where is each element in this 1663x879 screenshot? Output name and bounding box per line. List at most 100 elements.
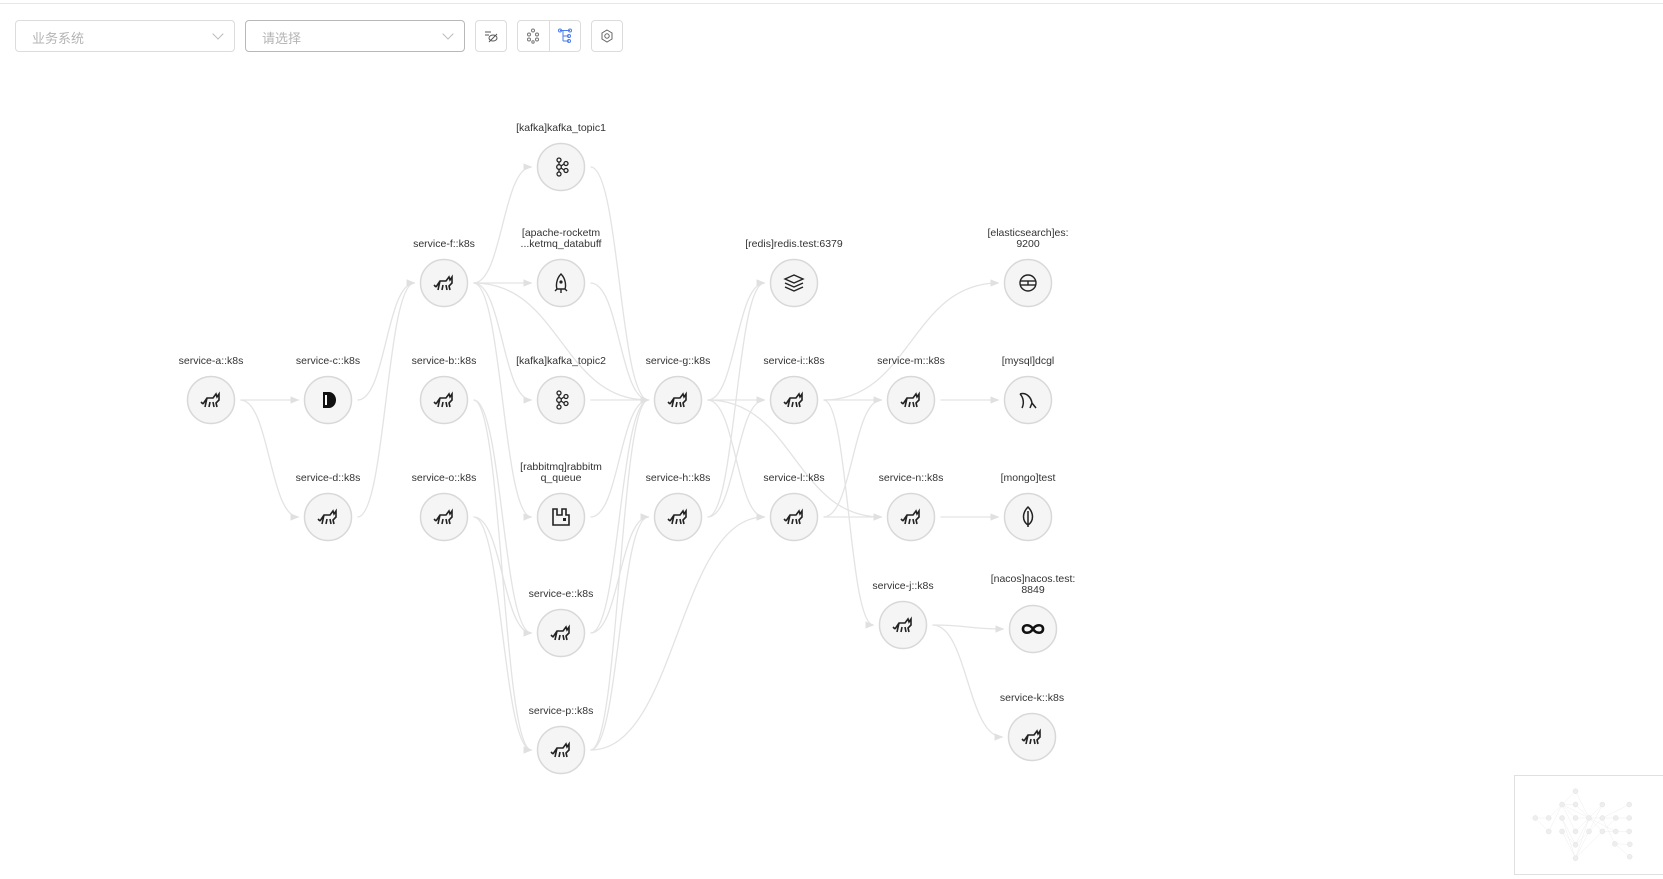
minimap-edge xyxy=(1602,818,1615,831)
node-circle[interactable] xyxy=(421,494,468,541)
minimap[interactable] xyxy=(1514,775,1663,875)
node-rabbitmq[interactable]: [rabbitmq]rabbitmq_queue xyxy=(520,461,602,541)
node-label: service-g::k8s xyxy=(646,355,711,367)
minimap-edge xyxy=(1549,805,1562,818)
minimap-node xyxy=(1573,789,1578,794)
node-es[interactable]: [elasticsearch]es:9200 xyxy=(987,227,1068,307)
node-circle[interactable] xyxy=(771,377,818,424)
node-circle[interactable] xyxy=(305,494,352,541)
minimap-node xyxy=(1546,816,1551,821)
node-i[interactable]: service-i::k8s xyxy=(763,355,824,424)
node-label: service-e::k8s xyxy=(529,588,594,600)
node-circle[interactable] xyxy=(188,377,235,424)
node-n[interactable]: service-n::k8s xyxy=(879,472,944,541)
minimap-node xyxy=(1627,829,1632,834)
minimap-node xyxy=(1613,816,1618,821)
minimap-node xyxy=(1613,829,1618,834)
node-circle[interactable] xyxy=(655,494,702,541)
minimap-node xyxy=(1586,816,1591,821)
node-label: [kafka]kafka_topic2 xyxy=(516,355,606,367)
edge-d-f xyxy=(358,283,415,517)
node-rocketmq[interactable]: [apache-rocketm...ketmq_databuff xyxy=(521,227,602,307)
edge-p-l xyxy=(591,517,765,750)
edge-f-kafka2 xyxy=(474,283,532,400)
node-kafka2[interactable]: [kafka]kafka_topic2 xyxy=(516,355,606,424)
minimap-edge xyxy=(1576,805,1589,818)
node-circle[interactable] xyxy=(771,494,818,541)
minimap-edge xyxy=(1576,831,1589,844)
node-label: service-k::k8s xyxy=(1000,692,1064,704)
edge-o-p xyxy=(474,517,532,750)
node-label: ...ketmq_databuff xyxy=(521,238,602,250)
minimap-edge xyxy=(1576,831,1603,858)
minimap-node xyxy=(1600,802,1605,807)
node-l[interactable]: service-l::k8s xyxy=(763,472,824,541)
node-label: service-d::k8s xyxy=(296,472,361,484)
node-c[interactable]: service-c::k8s xyxy=(296,355,360,424)
node-circle[interactable] xyxy=(888,377,935,424)
node-circle[interactable] xyxy=(655,377,702,424)
minimap-node xyxy=(1586,829,1591,834)
edge-a-d xyxy=(241,400,299,517)
node-d[interactable]: service-d::k8s xyxy=(296,472,361,541)
node-label: [kafka]kafka_topic1 xyxy=(516,122,606,134)
minimap-node xyxy=(1627,842,1632,847)
node-k[interactable]: service-k::k8s xyxy=(1000,692,1064,761)
node-circle[interactable] xyxy=(421,377,468,424)
node-label: 9200 xyxy=(1016,238,1040,250)
minimap-node xyxy=(1573,816,1578,821)
edge-rocketmq-g xyxy=(591,283,649,400)
node-label: service-b::k8s xyxy=(412,355,477,367)
node-h[interactable]: service-h::k8s xyxy=(646,472,711,541)
node-o[interactable]: service-o::k8s xyxy=(412,472,477,541)
node-circle[interactable] xyxy=(880,602,927,649)
node-label: 8849 xyxy=(1021,584,1045,596)
edge-o-e xyxy=(474,517,532,633)
node-label: [mongo]test xyxy=(1001,472,1056,484)
node-circle[interactable] xyxy=(1005,377,1052,424)
node-circle[interactable] xyxy=(538,610,585,657)
minimap-node xyxy=(1600,829,1605,834)
node-label: [redis]redis.test:6379 xyxy=(745,238,843,250)
edge-j-k xyxy=(933,625,1003,737)
node-circle[interactable] xyxy=(538,494,585,541)
node-j[interactable]: service-j::k8s xyxy=(872,580,933,649)
minimap-node xyxy=(1560,802,1565,807)
node-f[interactable]: service-f::k8s xyxy=(413,238,475,307)
minimap-node xyxy=(1573,842,1578,847)
node-mongo[interactable]: [mongo]test xyxy=(1001,472,1056,541)
minimap-edge xyxy=(1615,844,1630,857)
node-kafka1[interactable]: [kafka]kafka_topic1 xyxy=(516,122,606,191)
node-label: service-l::k8s xyxy=(763,472,824,484)
minimap-node xyxy=(1627,854,1632,859)
node-circle[interactable] xyxy=(888,494,935,541)
node-nacos[interactable]: [nacos]nacos.test:8849 xyxy=(991,573,1076,653)
node-label: service-j::k8s xyxy=(872,580,933,592)
edge-e-h xyxy=(591,517,649,633)
node-label: service-o::k8s xyxy=(412,472,477,484)
node-m[interactable]: service-m::k8s xyxy=(877,355,945,424)
minimap-node xyxy=(1600,816,1605,821)
node-circle[interactable] xyxy=(421,260,468,307)
node-e[interactable]: service-e::k8s xyxy=(529,588,594,657)
node-g[interactable]: service-g::k8s xyxy=(646,355,711,424)
edge-g-redis xyxy=(708,283,765,400)
node-label: service-n::k8s xyxy=(879,472,944,484)
minimap-node xyxy=(1533,816,1538,821)
node-mysql[interactable]: [mysql]dcgl xyxy=(1002,355,1055,424)
edge-b-e xyxy=(474,400,532,633)
edge-p-h xyxy=(591,517,649,750)
minimap-node xyxy=(1573,856,1578,861)
node-b[interactable]: service-b::k8s xyxy=(412,355,477,424)
minimap-edge xyxy=(1562,831,1575,844)
node-circle[interactable] xyxy=(1009,714,1056,761)
node-a[interactable]: service-a::k8s xyxy=(179,355,244,424)
node-p[interactable]: service-p::k8s xyxy=(529,705,594,774)
minimap-node xyxy=(1573,829,1578,834)
minimap-node xyxy=(1560,816,1565,821)
minimap-edge xyxy=(1562,805,1575,818)
node-circle[interactable] xyxy=(538,727,585,774)
node-label: service-h::k8s xyxy=(646,472,711,484)
node-redis[interactable]: [redis]redis.test:6379 xyxy=(745,238,843,307)
